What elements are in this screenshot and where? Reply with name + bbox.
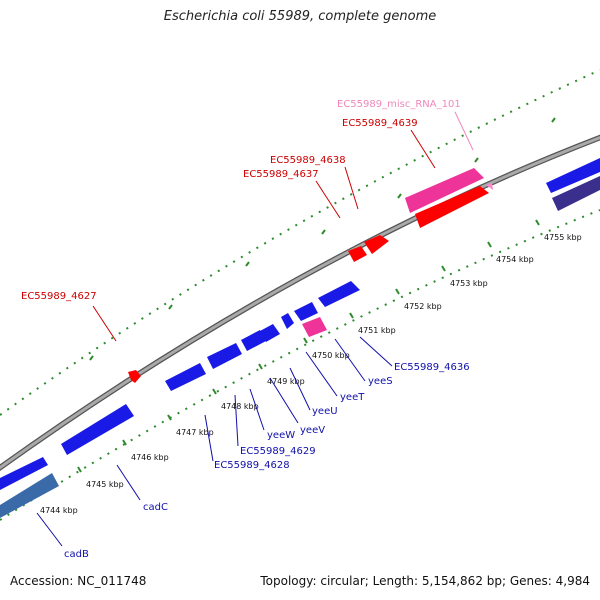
kbp-tick-label: 4747 kbp [176,428,214,437]
inner-tick-ring [0,209,600,521]
kbp-tick-label: 4754 kbp [496,255,534,264]
kbp-tick-mark [258,363,263,370]
gene-leader-lines [36,111,474,547]
kbp-tick-mark [77,466,82,473]
gene-label-ec55989-4638[interactable]: EC55989_4638 [270,155,346,166]
gene-label-misc-rna-101[interactable]: EC55989_misc_RNA_101 [337,99,461,110]
gene-arrow-ec55989-4638[interactable] [364,235,389,254]
kbp-tick-label: 4749 kbp [267,377,305,386]
gene-label-ec55989-4636[interactable]: EC55989_4636 [394,362,470,373]
kbp-tick-mark [122,439,127,446]
gene-label-ec55989-4628[interactable]: EC55989_4628 [214,460,290,471]
gene-arrow-ec55989-4636[interactable] [546,158,600,193]
kbp-tick-label: 4751 kbp [358,326,396,335]
kbp-ticks: 4744 kbp 4745 kbp 4746 kbp 4747 kbp 4748 kbp… [31,219,582,515]
gene-label-yeeu[interactable]: yeeU [312,406,338,417]
gene-features [0,158,600,518]
pink-feature[interactable] [302,317,327,337]
genome-backbone [0,134,600,472]
gene-arrow-ec55989-4627[interactable] [128,370,141,383]
misc-rna-101[interactable] [405,168,484,213]
gene-label-yeev[interactable]: yeeV [300,425,325,436]
kbp-tick-label: 4744 kbp [40,506,78,515]
kbp-tick-label: 4752 kbp [404,302,442,311]
gene-arrow-ec55989-4637[interactable] [348,246,367,262]
gene-label-cadc[interactable]: cadC [143,502,168,513]
kbp-tick-mark [212,388,217,395]
gene-labels: EC55989_misc_RNA_101 EC55989_4639 EC5598… [21,99,470,560]
kbp-tick-mark [441,265,446,272]
gene-label-cadb[interactable]: cadB [64,549,89,560]
kbp-tick-label: 4750 kbp [312,351,350,360]
gene-arrow-cadb[interactable] [0,457,48,490]
kbp-tick-label: 4753 kbp [450,279,488,288]
gene-arrow-ec55989-4629[interactable] [207,343,242,369]
accession-text: Accession: NC_011748 [10,574,147,588]
kbp-tick-label: 4755 kbp [544,233,582,242]
gene-label-ec55989-4639[interactable]: EC55989_4639 [342,118,418,129]
gene-arrow-yeev[interactable] [260,324,280,342]
gene-label-yees[interactable]: yeeS [368,376,393,387]
gene-label-yeew[interactable]: yeeW [267,430,295,441]
kbp-tick-mark [395,288,400,295]
gene-arrow-yeew[interactable] [241,330,266,351]
topology-text: Topology: circular; Length: 5,154,862 bp… [260,574,590,588]
kbp-tick-label: 4745 kbp [86,480,124,489]
feature-darkblue[interactable] [552,176,600,211]
gene-label-ec55989-4627[interactable]: EC55989_4627 [21,291,97,302]
misc-rna-101-tip [486,183,493,190]
outer-tick-ring [0,69,600,416]
gene-arrow-cadc[interactable] [61,404,134,455]
gene-arrow-ec55989-4628[interactable] [165,363,206,391]
gene-arrow-yees[interactable] [318,281,360,307]
kbp-tick-mark [303,337,308,344]
feature-steelblue[interactable] [0,473,59,518]
gene-arrow-ec55989-4639[interactable] [415,186,489,228]
gene-label-ec55989-4637[interactable]: EC55989_4637 [243,169,319,180]
kbp-tick-mark [167,414,172,421]
kbp-tick-label: 4746 kbp [131,453,169,462]
map-title: Escherichia coli 55989, complete genome [163,9,437,24]
kbp-tick-mark [487,241,492,248]
kbp-tick-mark [349,312,354,319]
gene-label-yeet[interactable]: yeeT [340,392,365,403]
kbp-tick-mark [535,219,540,226]
gene-arrow-yeeu[interactable] [281,313,294,329]
gene-label-ec55989-4629[interactable]: EC55989_4629 [240,446,316,457]
gene-arrow-yeet[interactable] [294,302,318,321]
kbp-tick-label: 4748 kbp [221,402,259,411]
